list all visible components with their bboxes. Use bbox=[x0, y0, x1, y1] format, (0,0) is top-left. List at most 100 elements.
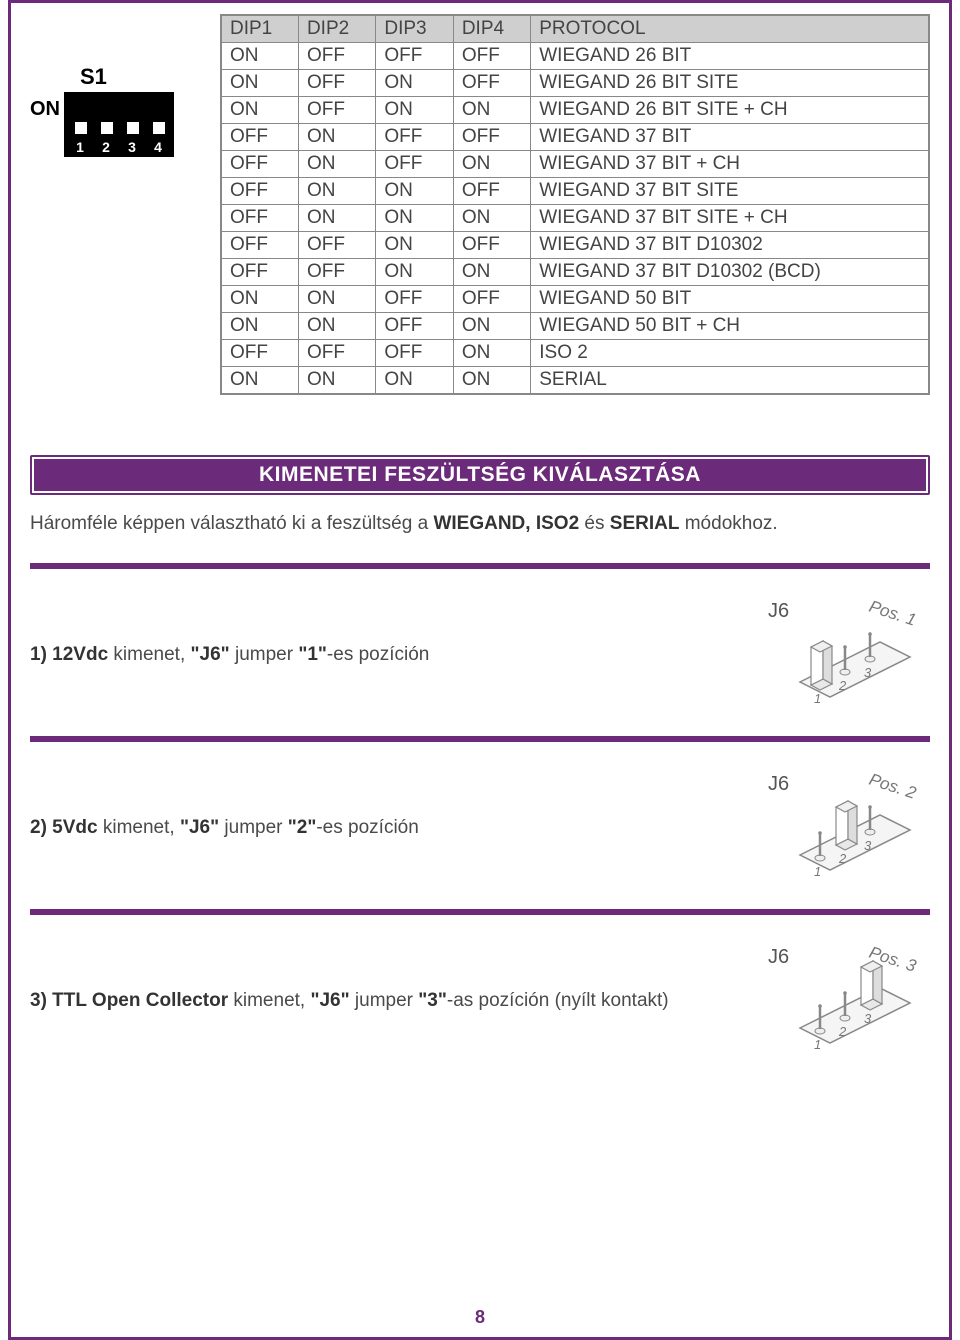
table-cell: ON bbox=[298, 205, 375, 232]
table-cell: ON bbox=[298, 286, 375, 313]
table-cell: OFF bbox=[376, 286, 453, 313]
jumper-pin-num: 2 bbox=[838, 851, 847, 866]
table-cell: OFF bbox=[376, 340, 453, 367]
table-cell: WIEGAND 26 BIT SITE + CH bbox=[531, 97, 929, 124]
dip-slot-track bbox=[96, 98, 116, 138]
table-cell: OFF bbox=[376, 151, 453, 178]
table-cell: OFF bbox=[453, 286, 530, 313]
table-cell: ON bbox=[298, 178, 375, 205]
intro-text: Háromféle képpen választható ki a feszül… bbox=[30, 513, 930, 535]
table-row: ONOFFOFFOFFWIEGAND 26 BIT bbox=[221, 43, 929, 70]
table-cell: ON bbox=[376, 232, 453, 259]
page-content: S1 ON 1 2 3 4 DIP1DIP2DIP3DIP4PROTOCOL ONOF… bbox=[0, 0, 960, 1078]
table-row: OFFONONOFFWIEGAND 37 BIT SITE bbox=[221, 178, 929, 205]
table-cell: WIEGAND 37 BIT SITE bbox=[531, 178, 929, 205]
intro-b1: WIEGAND, ISO2 bbox=[433, 513, 579, 534]
dip-slot-num: 3 bbox=[128, 139, 136, 155]
jumper-j6-label: J6 bbox=[768, 773, 789, 795]
table-cell: OFF bbox=[221, 205, 298, 232]
table-cell: OFF bbox=[221, 124, 298, 151]
table-cell: OFF bbox=[298, 340, 375, 367]
table-cell: WIEGAND 37 BIT + CH bbox=[531, 151, 929, 178]
table-cell: WIEGAND 26 BIT SITE bbox=[531, 70, 929, 97]
option-row: 1) 12Vdc kimenet, "J6" jumper "1"-es poz… bbox=[30, 569, 930, 732]
dip-on-label: ON bbox=[30, 98, 60, 121]
table-cell: WIEGAND 37 BIT SITE + CH bbox=[531, 205, 929, 232]
jumper-pin-num: 1 bbox=[814, 691, 821, 706]
table-row: ONONONONSERIAL bbox=[221, 367, 929, 395]
dip-s1-label: S1 bbox=[80, 64, 200, 90]
table-row: ONOFFONONWIEGAND 26 BIT SITE + CH bbox=[221, 97, 929, 124]
table-cell: ON bbox=[453, 205, 530, 232]
dip-slot-num: 1 bbox=[76, 139, 84, 155]
table-cell: ON bbox=[221, 43, 298, 70]
jumper-cap bbox=[836, 801, 857, 850]
table-cell: WIEGAND 37 BIT bbox=[531, 124, 929, 151]
table-row: OFFOFFONONWIEGAND 37 BIT D10302 (BCD) bbox=[221, 259, 929, 286]
dip-slot-track bbox=[70, 98, 90, 138]
table-cell: OFF bbox=[221, 178, 298, 205]
table-cell: ON bbox=[376, 70, 453, 97]
table-cell: OFF bbox=[298, 259, 375, 286]
jumper-j6-label: J6 bbox=[768, 946, 789, 968]
intro-mid: és bbox=[579, 513, 610, 534]
table-cell: OFF bbox=[298, 43, 375, 70]
table-row: ONOFFONOFFWIEGAND 26 BIT SITE bbox=[221, 70, 929, 97]
table-header: DIP2 bbox=[298, 15, 375, 43]
jumper-svg-wrap: J6Pos. 1123 bbox=[760, 587, 930, 722]
table-cell: WIEGAND 50 BIT + CH bbox=[531, 313, 929, 340]
table-cell: ON bbox=[221, 70, 298, 97]
dip-slot-thumb bbox=[127, 122, 139, 134]
table-row: OFFONOFFONWIEGAND 37 BIT + CH bbox=[221, 151, 929, 178]
table-cell: OFF bbox=[221, 232, 298, 259]
jumper-pin-num: 2 bbox=[838, 678, 847, 693]
jumper-pin-num: 3 bbox=[864, 1011, 872, 1026]
table-cell: ON bbox=[453, 313, 530, 340]
top-row: S1 ON 1234 DIP1DIP2DIP3DIP4PROTOCOL ONOF… bbox=[30, 14, 930, 395]
table-cell: ON bbox=[453, 97, 530, 124]
table-cell: OFF bbox=[221, 151, 298, 178]
option-row: 3) TTL Open Collector kimenet, "J6" jump… bbox=[30, 915, 930, 1078]
table-cell: ON bbox=[221, 286, 298, 313]
table-cell: OFF bbox=[453, 70, 530, 97]
table-cell: WIEGAND 37 BIT D10302 (BCD) bbox=[531, 259, 929, 286]
dip-slot-num: 4 bbox=[154, 139, 162, 155]
jumper-svg-wrap: J6Pos. 3123 bbox=[760, 933, 930, 1068]
table-cell: ON bbox=[376, 97, 453, 124]
section-title-bar: KIMENETEI FESZÜLTSÉG KIVÁLASZTÁSA bbox=[30, 455, 930, 495]
table-cell: ON bbox=[298, 313, 375, 340]
jumper-pin-num: 3 bbox=[864, 665, 872, 680]
dip-slot: 3 bbox=[122, 98, 142, 155]
table-row: OFFONOFFOFFWIEGAND 37 BIT bbox=[221, 124, 929, 151]
jumper-j6-label: J6 bbox=[768, 600, 789, 622]
table-cell: ON bbox=[298, 367, 375, 395]
dip-slot-thumb bbox=[101, 122, 113, 134]
jumper-svg-wrap: J6Pos. 2123 bbox=[760, 760, 930, 895]
table-cell: ON bbox=[298, 124, 375, 151]
dip-box: 1234 bbox=[64, 92, 174, 157]
table-row: ONONOFFONWIEGAND 50 BIT + CH bbox=[221, 313, 929, 340]
option-text: 3) TTL Open Collector kimenet, "J6" jump… bbox=[30, 990, 760, 1012]
table-cell: OFF bbox=[298, 97, 375, 124]
option-text: 2) 5Vdc kimenet, "J6" jumper "2"-es pozí… bbox=[30, 817, 760, 839]
table-cell: ON bbox=[453, 367, 530, 395]
table-header: DIP1 bbox=[221, 15, 298, 43]
table-cell: ON bbox=[453, 259, 530, 286]
table-cell: ON bbox=[221, 97, 298, 124]
table-cell: SERIAL bbox=[531, 367, 929, 395]
table-header: DIP4 bbox=[453, 15, 530, 43]
dip-protocol-table: DIP1DIP2DIP3DIP4PROTOCOL ONOFFOFFOFFWIEG… bbox=[220, 14, 930, 395]
table-cell: OFF bbox=[376, 313, 453, 340]
table-cell: OFF bbox=[221, 259, 298, 286]
section-title: KIMENETEI FESZÜLTSÉG KIVÁLASZTÁSA bbox=[34, 459, 926, 491]
table-cell: ON bbox=[376, 259, 453, 286]
table-cell: OFF bbox=[298, 232, 375, 259]
option-row: 2) 5Vdc kimenet, "J6" jumper "2"-es pozí… bbox=[30, 742, 930, 905]
page-number: 8 bbox=[0, 1307, 960, 1328]
jumper-pos-label: Pos. 2 bbox=[867, 770, 919, 803]
jumper-pin-num: 1 bbox=[814, 1037, 821, 1052]
table-cell: WIEGAND 50 BIT bbox=[531, 286, 929, 313]
table-cell: ON bbox=[221, 313, 298, 340]
dip-slot-track bbox=[122, 98, 142, 138]
intro-post: módokhoz. bbox=[679, 513, 777, 534]
